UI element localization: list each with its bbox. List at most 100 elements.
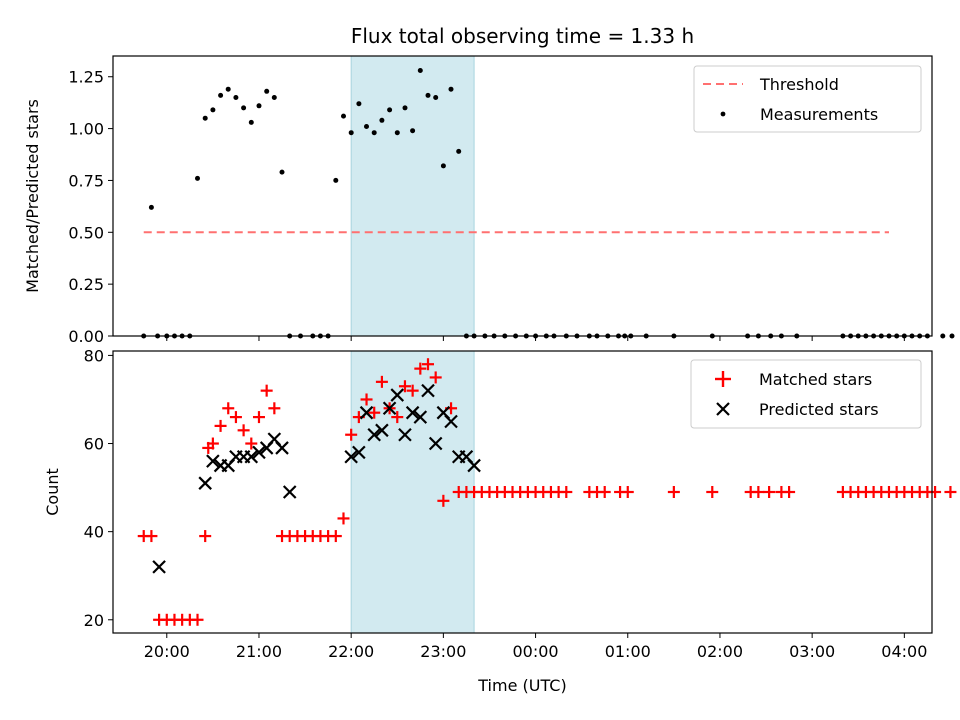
count-y-tick-label: 40: [84, 523, 104, 542]
matched-star-point: [191, 613, 204, 626]
ratio-panel-legend: Threshold Measurements: [693, 65, 922, 133]
matched-stars-legend-label: Matched stars: [759, 370, 872, 389]
measurement-point: [333, 177, 339, 183]
matched-star-point: [783, 486, 796, 498]
measurement-point: [256, 103, 262, 109]
measurement-point: [379, 117, 385, 123]
predicted-star-point: [344, 449, 358, 464]
ratio-panel-x-ticks: [166, 336, 905, 341]
ratio-y-tick-label: 1.00: [68, 120, 104, 139]
predicted-stars-legend-swatch: [716, 402, 730, 416]
predicted-star-point: [359, 405, 374, 420]
matched-star-point: [206, 437, 219, 450]
time-x-tick-label: 20:00: [144, 642, 190, 661]
predicted-star-point: [428, 436, 443, 451]
count-legend-box: [690, 359, 922, 429]
matched-star-point: [944, 486, 957, 498]
measurements-legend-label: Measurements: [760, 105, 878, 124]
measurement-point: [949, 333, 955, 339]
matched-star-point: [560, 486, 573, 498]
matched-star-point: [199, 530, 212, 543]
predicted-star-point: [252, 445, 266, 460]
matched-star-point: [422, 358, 434, 371]
measurement-point: [425, 92, 431, 98]
matched-star-point: [145, 530, 158, 543]
ratio-panel: 0.00 0.25 0.50 0.75 1.00 1.25 Flux total obse…: [23, 24, 955, 346]
measurement-point: [394, 130, 400, 136]
count-panel-y-ticks: 20 40 60 80: [84, 346, 113, 630]
predicted-star-point: [206, 454, 220, 468]
matched-star-point: [391, 411, 404, 424]
predicted-star-point: [405, 405, 420, 420]
measurement-point: [456, 148, 462, 154]
matched-star-point: [268, 402, 281, 415]
matched-star-point: [222, 402, 235, 415]
measurement-point: [417, 68, 423, 73]
time-x-tick-label: 01:00: [605, 642, 651, 661]
measurement-point: [410, 128, 416, 134]
time-x-tick-label: 00:00: [513, 642, 559, 661]
measurement-point: [433, 95, 439, 100]
matched-star-point: [337, 512, 350, 525]
ratio-y-tick-label: 0.50: [68, 223, 104, 242]
measurement-point: [148, 204, 154, 210]
matched-star-point: [598, 486, 611, 498]
ratio-y-tick-label: 0.75: [68, 171, 104, 190]
predicted-star-point: [375, 423, 389, 438]
measurement-point: [195, 175, 200, 181]
ratio-panel-highlight-span: [350, 55, 475, 337]
measurement-point: [218, 92, 224, 98]
predicted-star-point: [467, 458, 481, 473]
matched-star-point: [345, 428, 358, 441]
matched-star-point: [706, 486, 719, 498]
predicted-stars-legend-label: Predicted stars: [759, 400, 879, 419]
ratio-y-tick-label: 1.25: [68, 68, 104, 87]
predicted-star-point: [198, 476, 212, 490]
matched-star-point: [368, 406, 381, 419]
chart-title: Flux total observing time = 1.33 h: [351, 24, 694, 48]
time-x-tick-label: 03:00: [789, 642, 835, 661]
measurement-point: [202, 115, 208, 121]
ratio-y-tick-label: 0.00: [68, 327, 104, 346]
count-panel-x-ticks: 20:00 21:00 22:00 23:00 00:00 01:00 02:00 03:00…: [144, 633, 927, 661]
matched-star-point: [252, 411, 265, 424]
count-y-axis-label: Count: [43, 468, 62, 516]
measurement-point: [440, 163, 446, 169]
predicted-star-point: [421, 383, 435, 398]
ratio-panel-frame: [112, 55, 933, 337]
matched-star-point: [260, 384, 273, 397]
predicted-star-point: [352, 445, 366, 460]
count-y-tick-label: 80: [84, 346, 104, 365]
count-panel: 20 40 60 80 20:00 21:00 22:00 23:00 00:00 01:00 0…: [43, 346, 957, 695]
matched-star-point: [245, 437, 258, 450]
ratio-y-tick-label: 0.25: [68, 275, 104, 294]
measurement-point: [264, 88, 270, 94]
predicted-star-point: [398, 427, 412, 442]
matched-star-point: [329, 530, 342, 543]
count-panel-frame: [112, 350, 933, 634]
predicted-star-point: [275, 441, 289, 455]
matched-star-point: [667, 486, 680, 498]
matched-star-point: [763, 486, 776, 498]
predicted-star-point: [390, 388, 405, 402]
measurement-point: [233, 95, 239, 100]
matched-star-point: [214, 419, 227, 432]
matched-star-point: [429, 371, 442, 384]
matched-star-point: [229, 411, 242, 424]
predicted-star-point: [367, 427, 381, 442]
time-x-tick-label: 23:00: [420, 642, 466, 661]
matched-star-point: [237, 424, 250, 437]
ratio-legend-box: [693, 65, 922, 133]
measurement-point: [402, 105, 408, 111]
measurements-legend-swatch: [720, 111, 726, 117]
threshold-legend-label: Threshold: [759, 75, 839, 94]
time-x-tick-label: 02:00: [697, 642, 743, 661]
predicted-star-point: [282, 485, 297, 499]
matched-star-point: [414, 362, 427, 375]
predicted-star-point: [382, 401, 397, 416]
matched-star-point: [929, 486, 942, 498]
predicted-star-point: [413, 410, 428, 424]
measurement-point: [364, 124, 369, 129]
measurement-point: [225, 86, 231, 92]
